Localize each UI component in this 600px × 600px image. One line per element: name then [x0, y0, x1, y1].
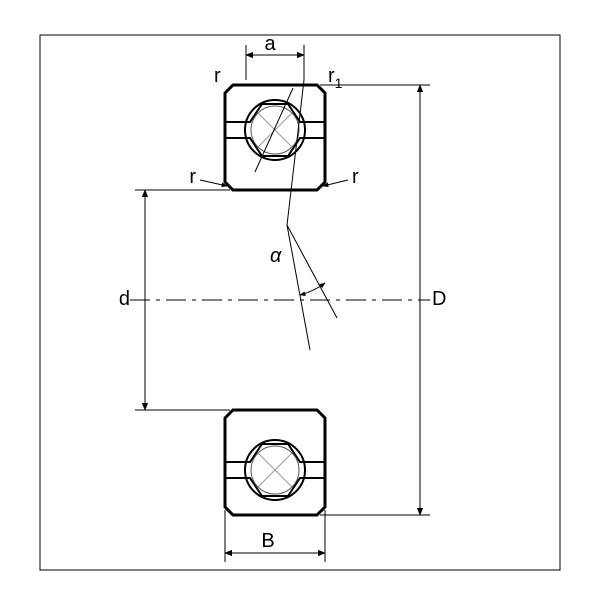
label-D: D	[432, 288, 446, 310]
alpha: α	[270, 225, 337, 350]
bottom-section	[225, 410, 325, 515]
label-a: a	[264, 33, 276, 55]
label-r-tl: r	[214, 65, 221, 87]
r-labels-top: r r1	[214, 65, 343, 91]
label-r-left: r	[189, 166, 196, 188]
label-r-right: r	[352, 166, 359, 188]
r-labels-inner: r r	[189, 166, 359, 188]
top-section	[225, 85, 325, 190]
label-alpha: α	[270, 245, 282, 267]
dim-B: B	[225, 510, 325, 562]
dim-a: a	[246, 33, 304, 80]
label-d: d	[119, 288, 130, 310]
label-B: B	[261, 530, 274, 552]
bearing-diagram: a r r1 r r α d D B	[0, 0, 600, 600]
label-r1-sub: 1	[335, 75, 343, 91]
svg-text:r1: r1	[328, 65, 343, 91]
